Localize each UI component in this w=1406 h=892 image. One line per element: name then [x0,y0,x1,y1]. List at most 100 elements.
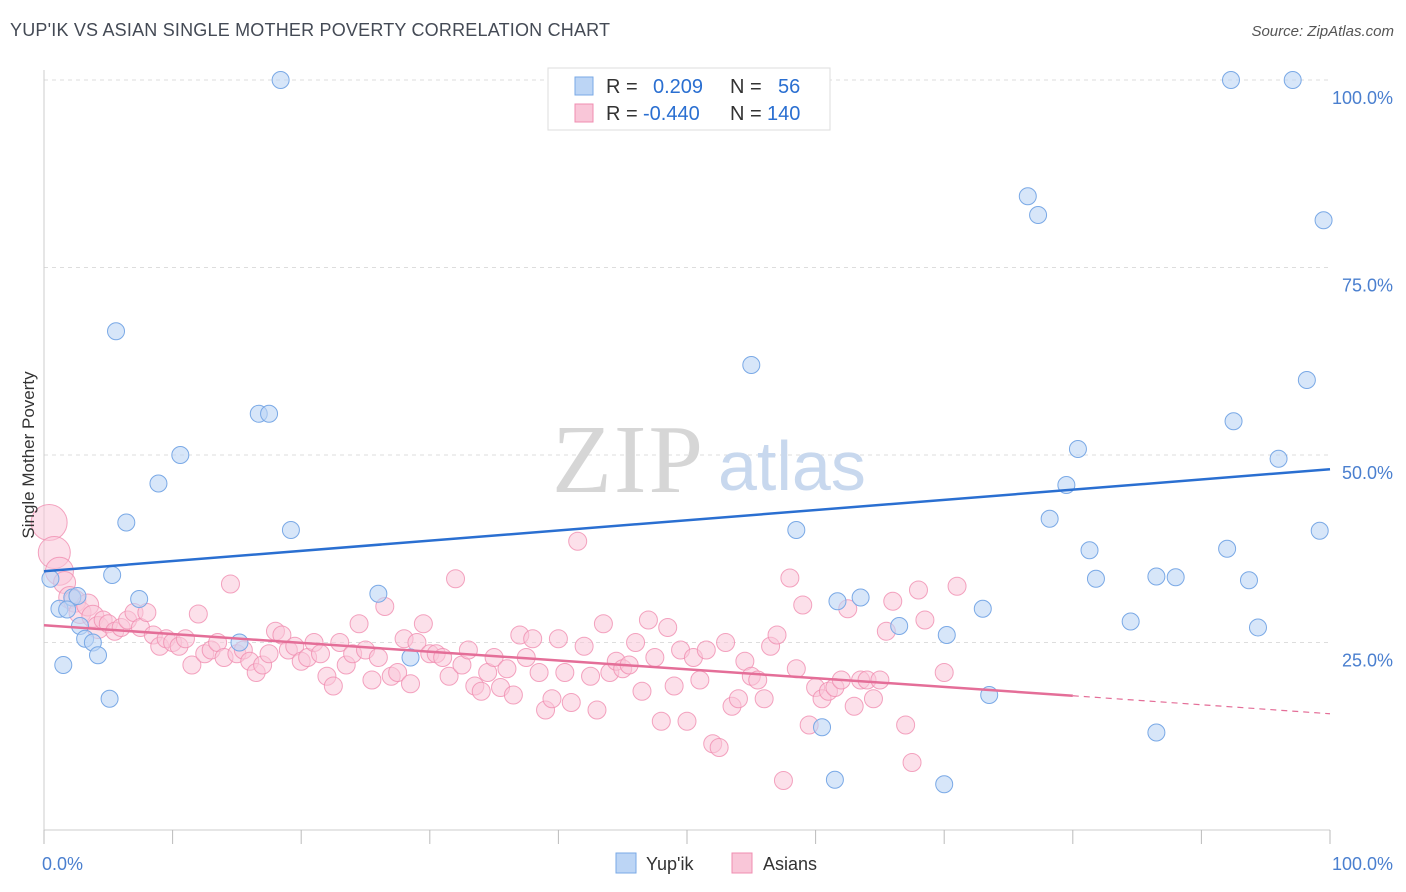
bottom-legend: Yup'ik Asians [615,852,817,874]
legend-r-value-yupik: 0.209 [653,76,703,98]
asians-point [458,640,478,660]
asians-point [626,633,646,652]
yupik-point [58,600,77,619]
legend-r-label-asians: R = [606,103,638,125]
yupik-point [103,566,122,584]
asians-point [908,580,928,600]
yupik-point [1018,187,1037,206]
asians-point [182,655,202,675]
asians-point [793,595,813,615]
yupik-point [1218,539,1237,558]
yupik-point [171,446,190,464]
asians-point [863,689,883,709]
yupik-point [851,588,870,607]
asians-point [709,738,729,757]
asians-point [896,715,916,735]
chart-title: YUP'IK VS ASIAN SINGLE MOTHER POVERTY CO… [10,20,611,40]
asians-point [581,666,601,686]
yupik-point [1269,449,1288,468]
asians-point [780,568,800,588]
asians-point [471,681,491,701]
yupik-point [935,775,954,794]
watermark-atlas: atlas [718,427,866,505]
legend-box [547,67,831,131]
asians-point [555,663,575,682]
asians-point [587,700,607,720]
asians-point [651,711,671,731]
yupik-point [130,590,149,608]
yupik-point [1068,440,1087,458]
asians-point [883,591,903,611]
yupik-point [828,592,847,611]
asians-point [529,663,549,682]
yupik-point [1166,568,1185,587]
y-tick-label: 50.0% [1342,463,1393,483]
yupik-point [973,599,992,618]
legend-n-value-yupik: 56 [778,76,800,98]
yupik-trend-line [43,468,1331,573]
asians-point [728,689,748,709]
yupik-point [281,521,300,539]
asians-point [259,644,279,664]
yupik-points [41,71,1333,794]
legend: R = 0.209 N = 56 R = -0.440 N = 140 [547,67,831,131]
yupik-point [1040,509,1059,528]
asians-point [767,625,787,645]
yupik-point [1080,541,1099,560]
source-label: Source: ZipAtlas.com [1251,23,1394,40]
asians-point [664,676,684,696]
asians-point [690,670,710,690]
asians-point [323,676,343,696]
bottom-legend-swatch-asians [731,852,753,874]
yupik-point [742,356,761,374]
asians-trend-extension [1072,695,1331,715]
x-ticks [43,830,1331,844]
asians-point [902,753,922,772]
asians-point [368,648,388,667]
legend-r-label-yupik: R = [606,76,638,98]
asians-point [548,629,568,649]
yupik-point [260,404,279,423]
asians-point [934,663,954,682]
yupik-point [937,626,956,644]
asians-point [388,663,408,682]
y-axis-label: Single Mother Poverty [19,371,38,539]
yupik-point [1248,618,1267,637]
legend-n-value-asians: 140 [767,103,800,125]
asians-point [638,610,658,630]
asians-point [786,659,806,679]
yupik-point [401,648,420,667]
legend-n-label-asians: N = [730,103,762,125]
asians-point [503,685,523,705]
asians-point [523,629,543,649]
asians-point [349,614,369,634]
yupik-point [1224,412,1243,431]
yupik-point [813,718,832,737]
asians-point [401,674,421,694]
yupik-point [68,587,87,605]
yupik-point [1310,521,1329,540]
asians-point [542,689,562,709]
yupik-point [1029,206,1048,224]
asians-point [844,696,864,716]
yupik-point [117,513,136,532]
asians-point [188,604,208,624]
asians-trend-line [43,624,1073,697]
asians-point [645,648,665,667]
asians-points [30,504,967,790]
yupik-point [1221,71,1240,89]
asians-point [870,670,890,690]
asians-point [658,618,678,637]
yupik-point [100,689,119,708]
bottom-legend-swatch-yupik [615,852,637,874]
legend-r-value-asians: -0.440 [643,103,700,125]
yupik-point [1121,612,1140,631]
legend-n-label-yupik: N = [730,76,762,98]
yupik-point [1147,723,1166,742]
yupik-point [271,71,290,89]
asians-point [413,614,433,634]
yupik-point [149,474,168,493]
asians-point [574,636,594,656]
asians-point [310,644,330,664]
asians-point [915,610,935,630]
